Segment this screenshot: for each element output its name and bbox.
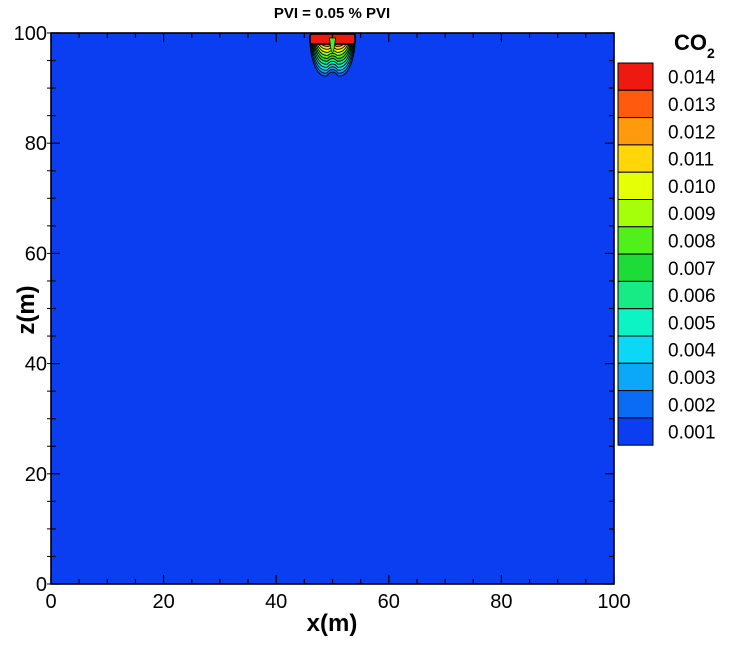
- y-tick-label: 80: [25, 133, 47, 155]
- legend-title: CO2: [674, 30, 715, 61]
- legend-label: 0.005: [668, 313, 716, 334]
- x-tick-label: 60: [378, 591, 400, 613]
- legend-label: 0.010: [668, 177, 716, 198]
- plot-area: [51, 33, 614, 584]
- x-tick-label: 80: [490, 591, 512, 613]
- chart-title: PVI = 0.05 % PVI: [274, 5, 390, 22]
- y-tick-labels: 0 20 40 60 80 100: [14, 23, 47, 596]
- legend-label: 0.013: [668, 95, 716, 116]
- legend-swatch: [617, 199, 654, 228]
- legend-label: 0.011: [668, 150, 714, 171]
- x-tick-label: 40: [265, 591, 287, 613]
- legend-label: 0.008: [668, 231, 716, 252]
- legend-swatch: [617, 308, 654, 337]
- legend-label: 0.001: [668, 423, 716, 444]
- legend-title-main: CO: [674, 30, 707, 55]
- legend-swatch: [617, 417, 654, 446]
- legend-label: 0.002: [668, 395, 716, 416]
- legend-swatch: [617, 390, 654, 419]
- legend-label: 0.009: [668, 204, 716, 225]
- x-tick-label: 20: [152, 591, 174, 613]
- legend-swatch: [617, 171, 654, 200]
- legend-swatch: [617, 89, 654, 119]
- y-tick-label: 0: [36, 574, 47, 596]
- legend-swatch: [617, 226, 654, 255]
- legend-swatch: [617, 62, 654, 91]
- legend-label: 0.012: [668, 122, 716, 143]
- y-tick-label: 20: [25, 464, 47, 486]
- legend-swatch: [617, 362, 654, 392]
- co2-plume: [309, 32, 356, 77]
- x-tick-labels: 0 20 40 60 80 100: [45, 591, 630, 613]
- legend-label: 0.007: [668, 259, 716, 280]
- legend-swatch: [617, 253, 654, 282]
- x-tick-label: 100: [597, 591, 630, 613]
- y-tick-label: 60: [25, 243, 47, 265]
- plot-frame: [50, 32, 615, 585]
- plume-core: [329, 37, 336, 53]
- legend-swatch: [617, 144, 654, 173]
- color-legend: CO2 0.0140.0130.0120.0110.0100.0090.0080…: [617, 30, 716, 446]
- x-axis-label: x(m): [307, 610, 358, 637]
- y-tick-label: 40: [25, 354, 47, 376]
- legend-label: 0.014: [668, 68, 716, 89]
- legend-title-subscript: 2: [707, 45, 715, 61]
- legend-swatch: [617, 117, 654, 146]
- y-tick-label: 100: [14, 23, 47, 45]
- legend-swatch: [617, 335, 654, 364]
- y-axis-label: z(m): [13, 285, 40, 334]
- legend-label: 0.003: [668, 368, 716, 389]
- legend-swatch: [617, 280, 654, 310]
- legend-label: 0.004: [668, 341, 716, 362]
- legend-swatches: 0.014 0.013 0.012 0.011 0.010 0.009 0.008 0.007…: [617, 62, 716, 446]
- legend-label: 0.006: [668, 286, 716, 307]
- x-tick-label: 0: [45, 591, 56, 613]
